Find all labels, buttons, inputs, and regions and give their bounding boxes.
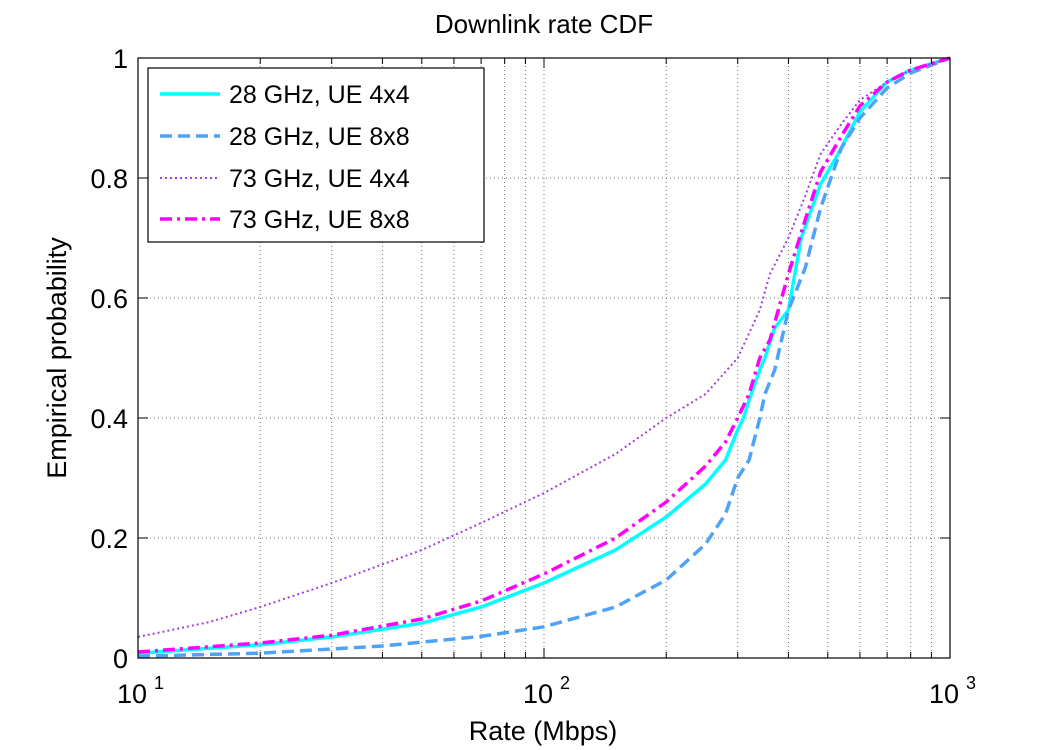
x-tick-label-exponent: 1 bbox=[154, 673, 164, 693]
x-tick-label: 10 1 bbox=[117, 673, 164, 709]
series-layer bbox=[137, 56, 951, 658]
legend-box bbox=[147, 67, 485, 243]
x-tick-label-exponent: 2 bbox=[560, 673, 570, 693]
legend-label-28ghz-4x4: 28 GHz, UE 4x4 bbox=[229, 81, 410, 109]
x-tick-label: 10 3 bbox=[929, 673, 976, 709]
series-line-3 bbox=[137, 56, 951, 654]
x-tick-label: 10 2 bbox=[523, 673, 570, 709]
series-line-2 bbox=[137, 57, 951, 638]
legend: 28 GHz, UE 4x4 28 GHz, UE 8x8 73 GHz, UE… bbox=[147, 67, 485, 243]
y-axis-label: Empirical probability bbox=[42, 237, 72, 479]
y-tick-label: 0 bbox=[113, 644, 128, 674]
x-tick-label-exponent: 3 bbox=[966, 673, 976, 693]
x-axis-label: Rate (Mbps) bbox=[469, 716, 618, 746]
series-line-1 bbox=[137, 56, 951, 658]
legend-label-73ghz-8x8: 73 GHz, UE 8x8 bbox=[229, 206, 410, 234]
x-tick-label-base: 10 bbox=[117, 679, 147, 709]
y-tick-label: 1 bbox=[113, 44, 128, 74]
chart-title: Downlink rate CDF bbox=[435, 9, 653, 39]
legend-label-28ghz-8x8: 28 GHz, UE 8x8 bbox=[229, 123, 410, 151]
y-tick-label: 0.8 bbox=[90, 164, 128, 194]
tick-labels: 0 0.2 0.4 0.6 0.8 1 10 1 10 2 10 3 bbox=[90, 44, 976, 709]
y-tick-label: 0.4 bbox=[90, 404, 128, 434]
x-tick-label-base: 10 bbox=[523, 679, 553, 709]
y-tick-label: 0.2 bbox=[90, 524, 128, 554]
legend-label-73ghz-4x4: 73 GHz, UE 4x4 bbox=[229, 165, 410, 193]
y-tick-label: 0.6 bbox=[90, 284, 128, 314]
ticks bbox=[138, 57, 950, 659]
x-tick-label-base: 10 bbox=[929, 679, 959, 709]
